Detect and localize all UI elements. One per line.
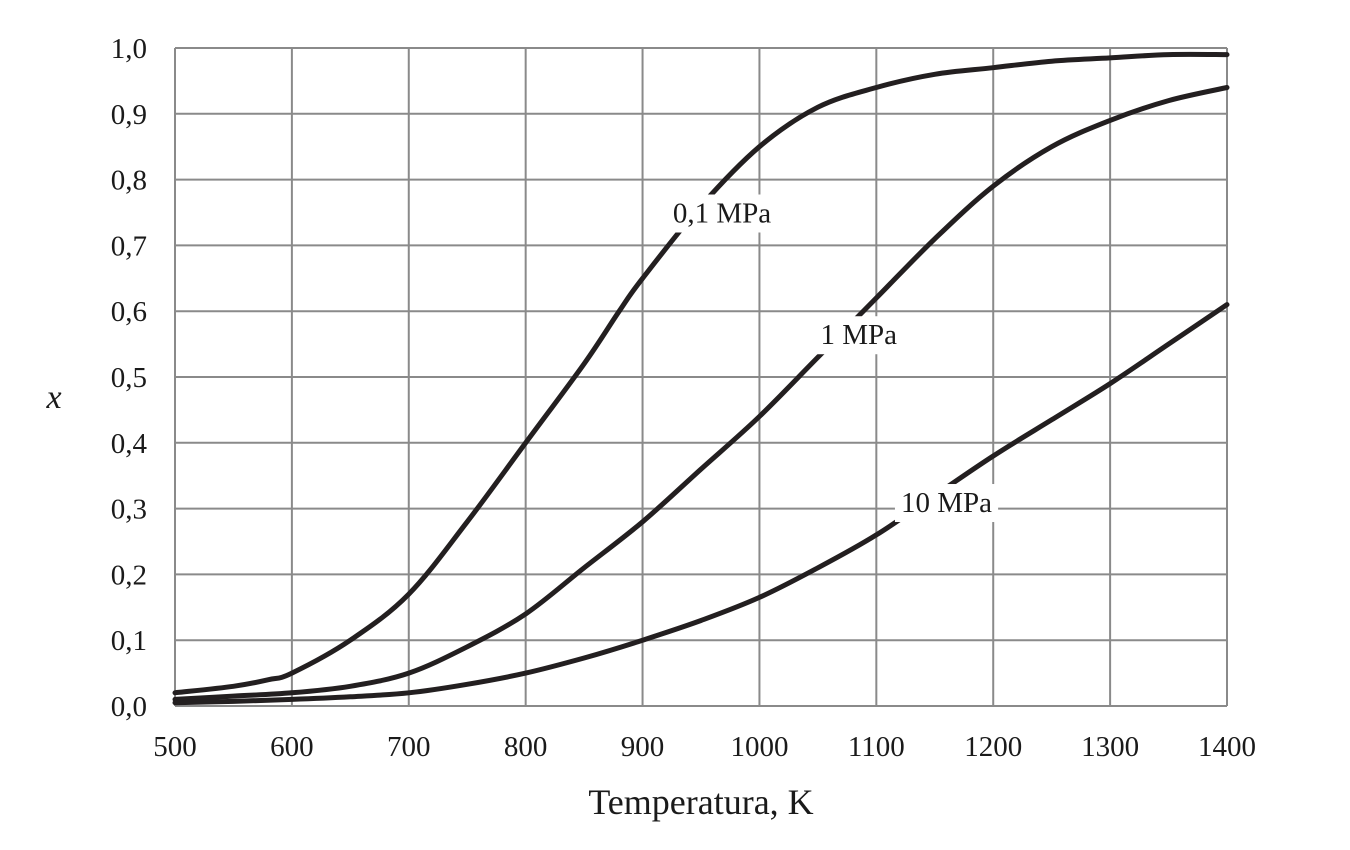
- series-label-0: 0,1 MPa: [673, 198, 771, 230]
- y-tick-label: 0,3: [111, 494, 147, 526]
- series-label-background: [666, 194, 778, 233]
- series-line-2: [172, 302, 1230, 706]
- y-tick-label: 0,9: [111, 99, 147, 131]
- x-tick-label: 1200: [964, 731, 1022, 763]
- series-label-2: 10 MPa: [901, 487, 992, 519]
- y-tick-label: 1,0: [111, 33, 147, 65]
- y-tick-label: 0,1: [111, 625, 147, 657]
- x-tick-labels: 500 600 700 800 900 1000 1100 1200 1300 1400: [153, 731, 1256, 763]
- x-tick-label: 1400: [1198, 731, 1256, 763]
- series-line-1: [172, 85, 1230, 702]
- y-tick-label: 0,6: [111, 296, 147, 328]
- series-line-0: [172, 51, 1230, 696]
- series-label-1: 1 MPa: [821, 319, 898, 351]
- y-tick-labels: 0,0 0,1 0,2 0,3 0,4 0,5 0,6 0,7 0,8 0,9 1,0: [111, 33, 148, 723]
- y-tick-label: 0,0: [111, 691, 147, 723]
- grid: [174, 47, 1228, 707]
- y-tick-label: 0,5: [111, 362, 147, 394]
- y-tick-label: 0,4: [111, 428, 148, 460]
- y-tick-label: 0,8: [111, 165, 147, 197]
- y-tick-label: 0,2: [111, 559, 147, 591]
- y-tick-label: 0,7: [111, 230, 147, 262]
- series-label-background: [894, 484, 999, 523]
- x-axis-title: Temperatura, K: [588, 782, 813, 822]
- x-tick-label: 700: [387, 731, 431, 763]
- series-labels: 0,1 MPa 1 MPa 10 MPa: [666, 194, 999, 523]
- series-label-background: [814, 316, 904, 355]
- x-tick-label: 1100: [848, 731, 905, 763]
- x-tick-label: 800: [504, 731, 548, 763]
- y-axis-title: x: [45, 379, 61, 416]
- x-tick-label: 1300: [1081, 731, 1139, 763]
- x-tick-label: 900: [621, 731, 665, 763]
- x-tick-label: 1000: [730, 731, 788, 763]
- x-tick-label: 600: [270, 731, 314, 763]
- x-tick-label: 500: [153, 731, 197, 763]
- series-lines: [172, 51, 1230, 706]
